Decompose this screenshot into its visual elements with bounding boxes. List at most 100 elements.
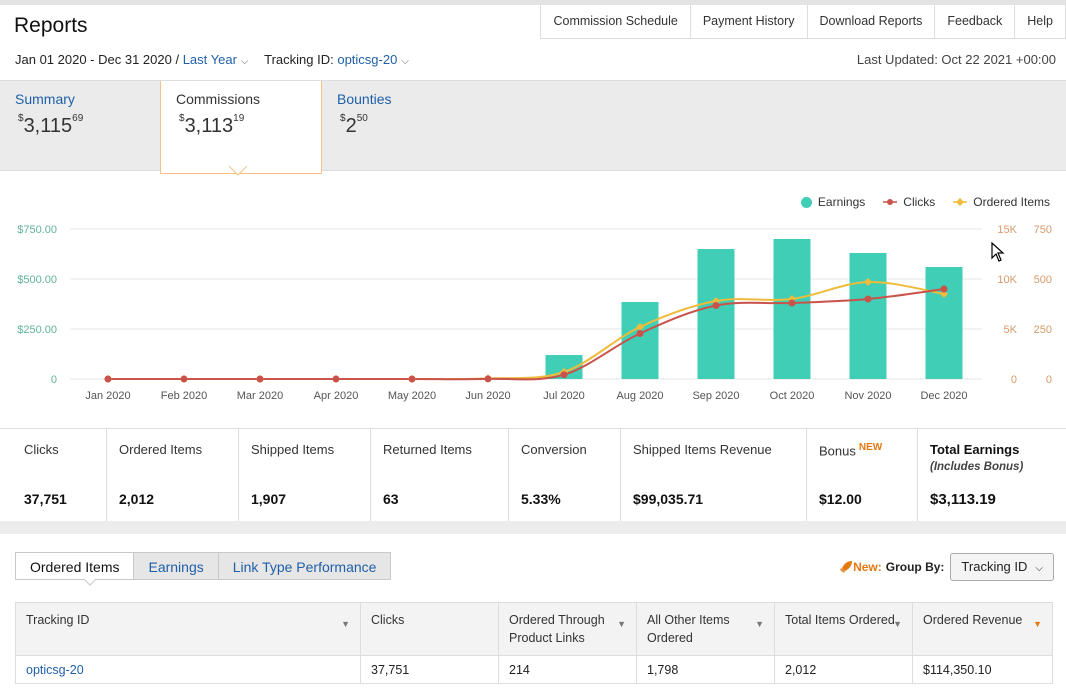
col-total-items[interactable]: Total Items Ordered ▼: [774, 602, 913, 656]
sort-icon[interactable]: ▼: [893, 619, 902, 629]
ordered-items-point: [636, 323, 644, 331]
table-row: opticsg-20 37,751 214 1,798 2,012 $114,3…: [15, 655, 1053, 684]
ordered-items-point: [940, 290, 948, 298]
sort-icon[interactable]: ▼: [617, 619, 626, 629]
group-by: New: Group By: Tracking ID ⌵: [839, 553, 1054, 581]
ordered-items-table: Tracking ID ▼ Clicks Ordered Through Prod…: [15, 602, 1053, 684]
clicks-point: [636, 330, 644, 337]
x-axis-label: Aug 2020: [616, 390, 663, 402]
tracking-id-value[interactable]: opticsg-20: [337, 52, 398, 67]
cell-clicks: 37,751: [360, 655, 499, 684]
clicks-point: [788, 299, 796, 307]
x-axis-label: Jan 2020: [85, 390, 130, 402]
col-ordered-revenue[interactable]: Ordered Revenue ▼: [912, 602, 1053, 656]
stat-total-earnings: Total Earnings (Includes Bonus) $3,113.19: [930, 442, 1024, 508]
clicks-point: [104, 375, 112, 383]
y-left-tick: $250.00: [17, 324, 57, 336]
top-border: [0, 0, 1066, 5]
y-right-outer-tick: 5K: [1004, 324, 1018, 336]
rocket-icon: [840, 561, 853, 573]
group-by-label: Group By:: [885, 560, 945, 574]
nav-help[interactable]: Help: [1015, 5, 1066, 38]
chevron-down-icon: ⌵: [240, 56, 249, 67]
clicks-point: [408, 375, 416, 383]
clicks-point: [256, 375, 264, 383]
y-right-outer-tick: 15K: [997, 224, 1017, 236]
stat-clicks: Clicks 37,751: [0, 429, 107, 521]
clicks-point: [940, 285, 948, 293]
y-left-tick: $750.00: [17, 224, 57, 236]
tab-summary[interactable]: Summary $3,11569: [0, 81, 160, 169]
filter-bar: Jan 01 2020 - Dec 31 2020 / Last Year ⌵ T…: [15, 52, 409, 67]
chevron-down-icon: ⌵: [401, 56, 409, 67]
legend-clicks[interactable]: Clicks: [883, 195, 935, 209]
tab-commissions-label: Commissions: [176, 91, 261, 107]
x-axis-label: Dec 2020: [920, 390, 967, 402]
earnings-bar: [925, 267, 963, 379]
tab-bounties-label: Bounties: [337, 91, 392, 107]
nav-payment-history[interactable]: Payment History: [691, 5, 808, 38]
tab-earnings[interactable]: Earnings: [133, 552, 219, 580]
page-title: Reports: [14, 14, 88, 37]
stat-bonus: Bonus NEW $12.00: [807, 429, 918, 521]
y-right-inner-tick: 250: [1034, 324, 1052, 336]
clicks-point: [712, 302, 720, 309]
date-range: Jan 01 2020 - Dec 31 2020 /: [15, 52, 180, 67]
legend-earnings[interactable]: Earnings: [800, 195, 865, 209]
tab-summary-label: Summary: [15, 91, 75, 107]
nav-commission-schedule[interactable]: Commission Schedule: [541, 5, 691, 38]
x-axis-label: Sep 2020: [692, 390, 739, 402]
clicks-point: [864, 295, 872, 303]
period-link[interactable]: Last Year: [182, 52, 237, 67]
summary-tabs: Summary $3,11569 Commissions $3,11319 Bo…: [0, 80, 1066, 174]
x-axis-label: Feb 2020: [161, 390, 207, 402]
earnings-dot-icon: [800, 196, 812, 208]
tracking-id-link[interactable]: opticsg-20: [26, 662, 84, 677]
new-badge: NEW: [858, 442, 883, 453]
x-axis-label: Oct 2020: [770, 390, 815, 402]
sort-active-icon[interactable]: ▼: [1033, 619, 1042, 629]
x-axis-label: Jul 2020: [543, 390, 585, 402]
cell-all-other: 1,798: [636, 655, 775, 684]
chevron-down-icon: ⌵: [1035, 563, 1043, 574]
table-header-row: Tracking ID ▼ Clicks Ordered Through Prod…: [15, 602, 1053, 656]
tracking-dropdown[interactable]: opticsg-20 ⌵: [337, 52, 409, 67]
clicks-line: [107, 288, 945, 381]
cell-ordered-through: 214: [498, 655, 637, 684]
stat-shipped-revenue: Shipped Items Revenue $99,035.71: [621, 429, 807, 521]
x-axis-label: Jun 2020: [465, 390, 510, 402]
new-label: New:: [853, 560, 882, 574]
col-clicks[interactable]: Clicks: [360, 602, 499, 656]
group-by-select[interactable]: Tracking ID ⌵: [950, 553, 1054, 581]
y-right-inner-tick: 750: [1034, 224, 1052, 236]
cell-tracking-id[interactable]: opticsg-20: [15, 655, 361, 684]
col-all-other[interactable]: All Other Items Ordered ▼: [636, 602, 775, 656]
y-right-inner-tick: 0: [1046, 374, 1052, 386]
earnings-chart: $750.00 $500.00 $250.00 0 15K 750 10K 500 5K 250…: [17, 224, 1052, 402]
legend-ordered-items[interactable]: Ordered Items: [953, 195, 1050, 209]
col-ordered-through[interactable]: Ordered Through Product Links ▼: [498, 602, 637, 656]
top-nav: Commission Schedule Payment History Down…: [540, 5, 1066, 39]
clicks-point: [560, 371, 568, 379]
last-updated: Last Updated: Oct 22 2021 +00:00: [856, 52, 1056, 67]
col-tracking-id[interactable]: Tracking ID ▼: [15, 602, 361, 656]
period-dropdown[interactable]: Last Year ⌵: [183, 52, 249, 67]
tab-link-type-performance[interactable]: Link Type Performance: [217, 552, 392, 580]
sort-icon[interactable]: ▼: [755, 619, 764, 629]
x-axis-label: Nov 2020: [844, 390, 891, 402]
section-divider: [0, 521, 1066, 534]
tab-commissions[interactable]: Commissions $3,11319: [160, 81, 322, 174]
y-right-inner-tick: 500: [1034, 274, 1052, 286]
tab-summary-value: $3,11569: [18, 113, 84, 137]
nav-download-reports[interactable]: Download Reports: [808, 5, 936, 38]
stat-conversion: Conversion 5.33%: [509, 429, 621, 521]
ordered-items-line: [107, 280, 945, 381]
nav-feedback[interactable]: Feedback: [935, 5, 1016, 38]
sort-icon[interactable]: ▼: [341, 619, 350, 629]
clicks-point: [180, 375, 188, 383]
stat-returned-items: Returned Items 63: [371, 429, 509, 521]
tab-ordered-items[interactable]: Ordered Items: [15, 552, 135, 580]
earnings-bar: [773, 239, 811, 379]
tab-bounties[interactable]: Bounties $250: [322, 81, 482, 169]
ordered-line-icon: [953, 198, 968, 206]
